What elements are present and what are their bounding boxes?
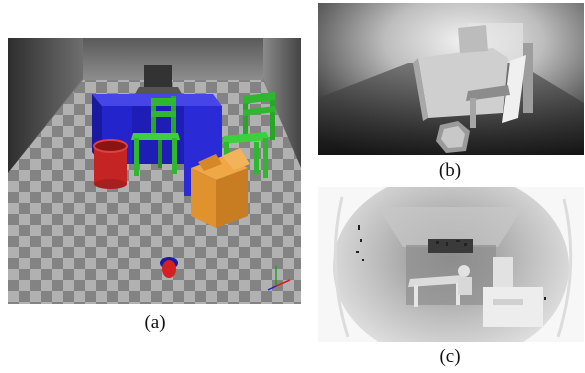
panel-b-depth <box>318 3 584 155</box>
orange-box <box>191 148 250 228</box>
panel-a-scene <box>8 38 301 304</box>
caption-b: (b) <box>438 160 462 181</box>
axis-gizmo <box>267 266 291 291</box>
panel-c-depth <box>318 187 584 342</box>
green-chair-right <box>222 92 275 178</box>
green-chair-left <box>131 96 180 176</box>
back-wall <box>83 38 263 80</box>
robot-marker <box>160 257 178 278</box>
caption-a: (a) <box>144 312 166 333</box>
depth-image-real <box>318 187 584 342</box>
caption-c: (c) <box>439 346 461 367</box>
depth-image-sim <box>318 3 584 155</box>
left-wall <box>8 38 83 173</box>
right-wall <box>263 38 301 168</box>
laptop <box>135 65 182 94</box>
scene-render <box>8 38 301 304</box>
red-bin <box>93 139 128 189</box>
